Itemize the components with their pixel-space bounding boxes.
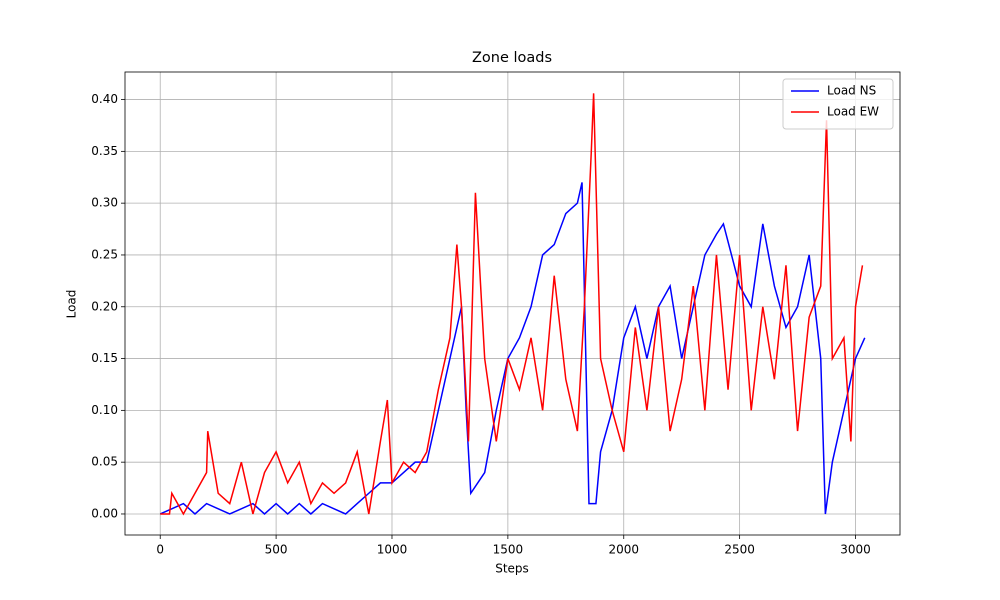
- chart-title: Zone loads: [472, 50, 552, 66]
- y-tick-label: 0.05: [91, 455, 118, 469]
- x-tick-label: 2500: [724, 543, 755, 557]
- plot-frame: [124, 71, 901, 536]
- x-axis-label: Steps: [495, 562, 529, 576]
- y-tick-label: 0.25: [91, 247, 118, 261]
- x-tick-label: 3000: [840, 543, 871, 557]
- x-tick-label: 1000: [377, 543, 408, 557]
- x-tick-label: 2000: [608, 543, 639, 557]
- y-axis-label: Load: [65, 290, 79, 319]
- legend-label: Load NS: [827, 84, 876, 98]
- y-tick-label: 0.30: [91, 196, 118, 210]
- data-line: [160, 93, 864, 516]
- data-line: [159, 182, 866, 515]
- y-tick-label: 0.20: [91, 299, 118, 313]
- x-tick-label: 500: [265, 543, 288, 557]
- y-tick-label: 0.35: [91, 144, 118, 158]
- legend-label: Load EW: [827, 105, 879, 119]
- legend: Load NS Load EW: [782, 78, 894, 130]
- y-tick-label: 0.10: [91, 403, 118, 417]
- y-tick-label: 0.40: [91, 92, 118, 106]
- x-tick-label: 1500: [493, 543, 524, 557]
- y-tick-label: 0.00: [91, 506, 118, 520]
- y-tick-label: 0.15: [91, 351, 118, 365]
- x-tick-label: 0: [156, 543, 164, 557]
